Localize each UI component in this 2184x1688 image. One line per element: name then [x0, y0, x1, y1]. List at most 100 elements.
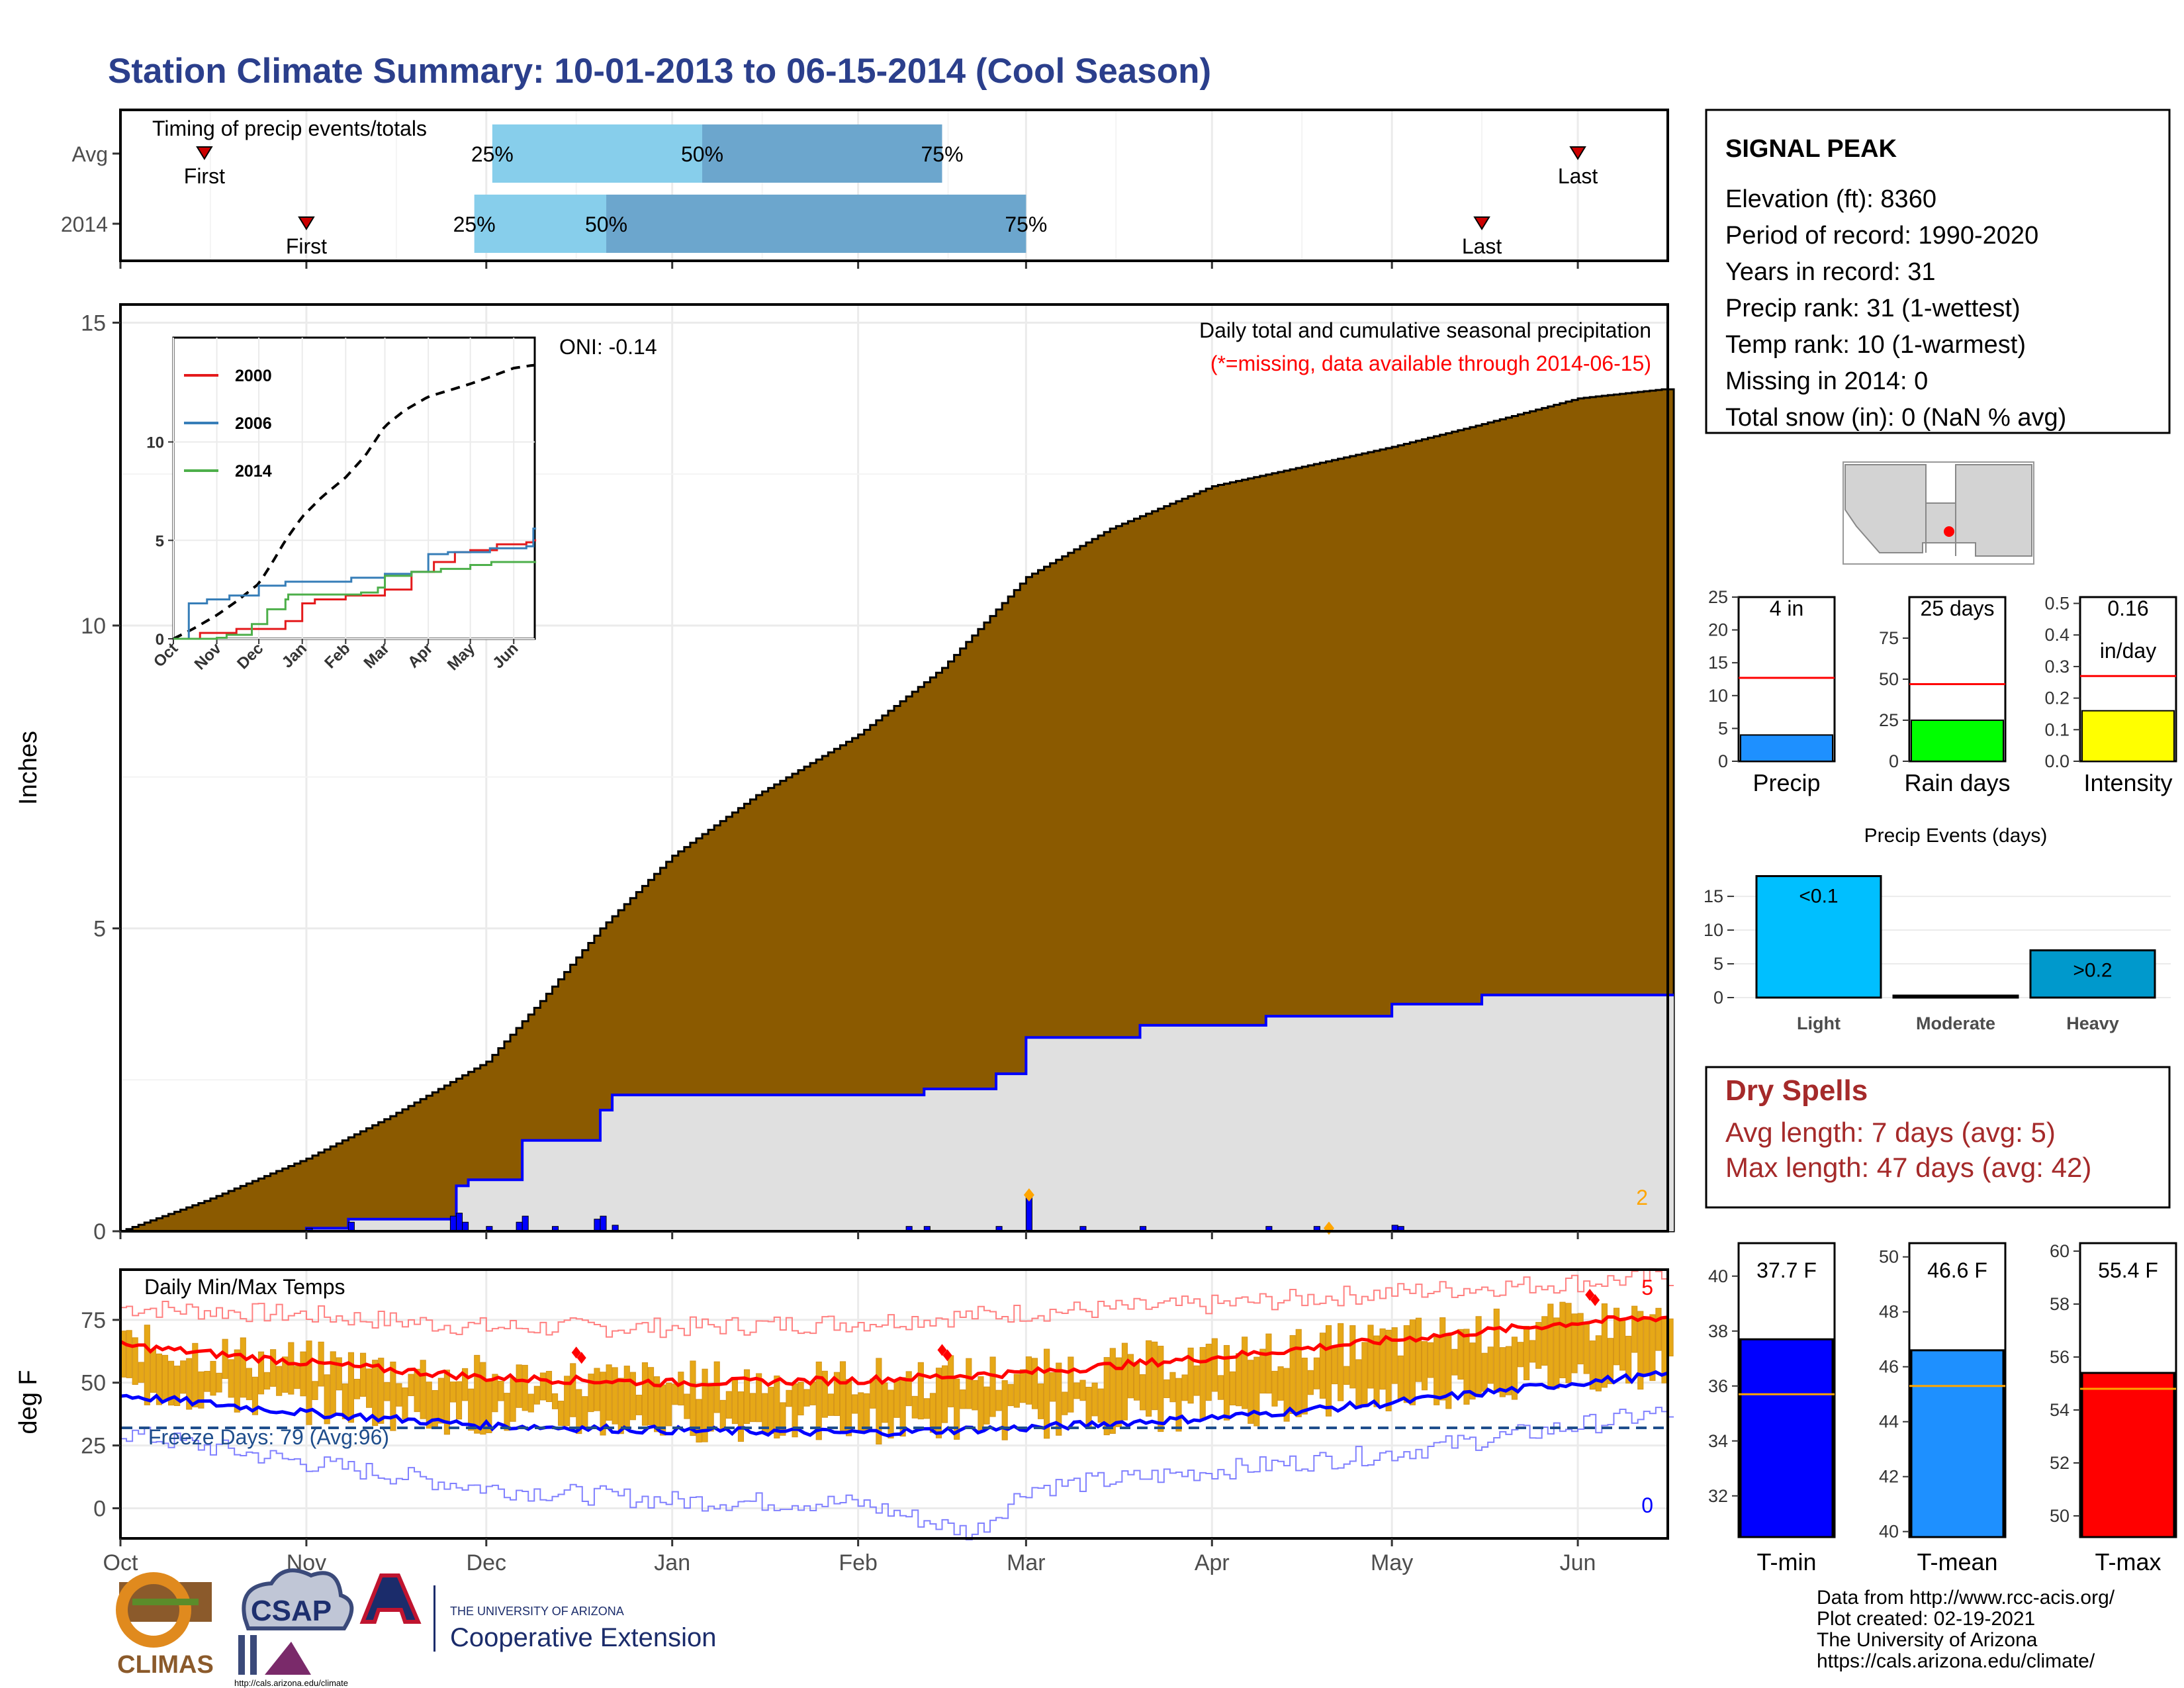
- summary-tick-label: 0.1: [2044, 720, 2070, 739]
- daily-temp-range-bar: [263, 1372, 271, 1390]
- daily-temp-range-bar: [1271, 1370, 1278, 1407]
- timing-panel: Avg 25% 50% 75% First Last 2014 25% 50% 75% First L…: [61, 109, 1669, 269]
- station-line: Total snow (in): 0 (NaN % avg): [1725, 404, 2066, 432]
- credit-line: The University of Arizona: [1817, 1629, 2038, 1651]
- inset-average-line: [173, 363, 535, 640]
- inset-y-tick-label: 0: [156, 631, 164, 649]
- summary-tick-label: 0.5: [2044, 594, 2070, 614]
- precip-summary-bars: 4 in 0 5 10 15 20 25 Precip 25 days 0 25 50 75 Rain d…: [1708, 587, 2177, 796]
- summary-category-label: Intensity: [2083, 769, 2172, 796]
- pct-label-75: 75%: [921, 142, 963, 166]
- events-bar-label: >0.2: [2073, 960, 2112, 982]
- pct-label-25: 25%: [471, 142, 514, 166]
- month-tick-label: Jun: [1560, 1550, 1596, 1575]
- daily-temp-range-bar: [551, 1393, 559, 1409]
- temp-summary-tick-label: 40: [1879, 1522, 1899, 1542]
- daily-temp-range-bar: [384, 1382, 390, 1401]
- temp-summary-tick-label: 48: [1879, 1302, 1899, 1322]
- summary-bar: [2081, 710, 2175, 762]
- daily-temp-range-bar: [408, 1374, 414, 1397]
- daily-temp-range-bar: [161, 1354, 169, 1402]
- daily-temp-range-bar: [437, 1378, 444, 1424]
- daily-temp-range-bar: [731, 1379, 738, 1425]
- daily-temp-range-bar: [935, 1368, 942, 1438]
- daily-temp-range-bar: [1163, 1379, 1170, 1399]
- precip-panel: 0 5 10 15 Inches Daily total and cumulative…: [15, 303, 1675, 1244]
- events-category-label: Light: [1797, 1013, 1841, 1033]
- temp-summary-category-label: T-min: [1757, 1548, 1817, 1575]
- summary-tick-label: 0.2: [2044, 688, 2070, 708]
- daily-temp-range-bar: [222, 1338, 228, 1380]
- precip-ylabel: Inches: [15, 731, 42, 805]
- temp-summary-tick-label: 44: [1879, 1412, 1899, 1432]
- cooperative-extension: Cooperative Extension: [450, 1623, 716, 1652]
- daily-temp-range-bar: [558, 1401, 565, 1427]
- daily-temp-range-bar: [1361, 1342, 1368, 1407]
- daily-temp-range-bar: [743, 1369, 751, 1425]
- inset-x-tick-label: Nov: [191, 639, 226, 674]
- daily-temp-range-bar: [132, 1337, 138, 1385]
- daily-temp-range-bar: [1529, 1340, 1536, 1363]
- temp-summary-tick-label: 40: [1708, 1266, 1728, 1286]
- precip-y-tick-label: 15: [81, 310, 106, 336]
- daily-temp-range-bar: [1152, 1341, 1158, 1411]
- daily-temp-range-bar: [468, 1388, 475, 1431]
- inset-x-tick-label: Apr: [404, 639, 436, 671]
- daily-temp-range-bar: [1637, 1311, 1644, 1390]
- daily-temp-range-bar: [150, 1348, 156, 1393]
- climas-logo-text: CLIMAS: [117, 1651, 214, 1679]
- month-tick-label: Mar: [1007, 1550, 1046, 1575]
- daily-temp-range-bar: [1031, 1358, 1038, 1409]
- temp-y-tick-label: 0: [93, 1496, 106, 1521]
- daily-temp-range-bar: [1403, 1325, 1410, 1403]
- daily-temp-range-bar: [1223, 1344, 1230, 1421]
- daily-temp-range-bar: [852, 1394, 858, 1414]
- daily-temp-range-bar: [180, 1360, 187, 1394]
- daily-temp-range-bar: [516, 1364, 522, 1408]
- daily-temp-range-bar: [750, 1393, 756, 1423]
- daily-temp-range-bar: [372, 1360, 379, 1427]
- daily-temp-range-bar: [1242, 1336, 1248, 1409]
- daily-temp-range-bar: [1487, 1346, 1494, 1384]
- daily-temp-range-bar: [815, 1361, 822, 1440]
- station-info-box: SIGNAL PEAK Elevation (ft): 8360 Period …: [1705, 109, 2171, 434]
- daily-temp-range-bar: [449, 1382, 457, 1403]
- daily-temp-range-bar: [1044, 1348, 1050, 1439]
- daily-temp-range-bar: [1433, 1335, 1440, 1405]
- timing-bar-50-75: [702, 124, 942, 183]
- daily-temp-range-bar: [1217, 1375, 1224, 1400]
- events-tick-label: 10: [1704, 920, 1723, 940]
- daily-temp-range-bar: [983, 1386, 990, 1425]
- daily-temp-range-bar: [1037, 1383, 1044, 1419]
- daily-temp-range-bar: [972, 1380, 978, 1411]
- daily-temp-range-bar: [174, 1366, 181, 1406]
- summary-frame: [1737, 596, 1836, 763]
- daily-temp-range-bar: [228, 1359, 234, 1398]
- daily-temp-range-bar: [1469, 1342, 1476, 1400]
- precip-plot: [120, 388, 1675, 1235]
- daily-temp-range-bar: [617, 1378, 624, 1434]
- daily-temp-range-bar: [1103, 1357, 1110, 1436]
- temp-summary-tick-label: 32: [1708, 1486, 1728, 1506]
- daily-temp-range-bar: [270, 1349, 277, 1387]
- temp-y-tick-label: 50: [81, 1371, 106, 1396]
- events-category-label: Moderate: [1916, 1013, 1995, 1033]
- daily-temp-range-bar: [1062, 1391, 1068, 1415]
- daily-temp-range-bar: [282, 1356, 289, 1393]
- station-name: SIGNAL PEAK: [1725, 135, 1897, 163]
- daily-precip-bar: [594, 1219, 601, 1232]
- daily-temp-range-bar: [144, 1325, 150, 1405]
- daily-temp-range-bar: [1295, 1329, 1302, 1417]
- precip-events-chart: Precip Events (days) 0 5 10 15 <0.1 Light Mode…: [1704, 825, 2171, 1033]
- daily-temp-range-bar: [1091, 1382, 1098, 1417]
- daily-temp-range-bar: [1397, 1355, 1404, 1399]
- daily-temp-range-bar: [1643, 1319, 1650, 1375]
- daily-temp-range-bar: [288, 1342, 295, 1395]
- daily-temp-range-bar: [1056, 1362, 1062, 1436]
- events-bar: [1755, 874, 1882, 999]
- daily-temp-range-bar: [948, 1355, 954, 1407]
- daily-temp-range-bar: [455, 1381, 463, 1420]
- daily-temp-range-bar: [414, 1368, 420, 1413]
- daily-temp-range-bar: [887, 1389, 894, 1438]
- month-axis: Oct Nov Dec Jan Feb Mar Apr May Jun: [103, 1231, 1596, 1575]
